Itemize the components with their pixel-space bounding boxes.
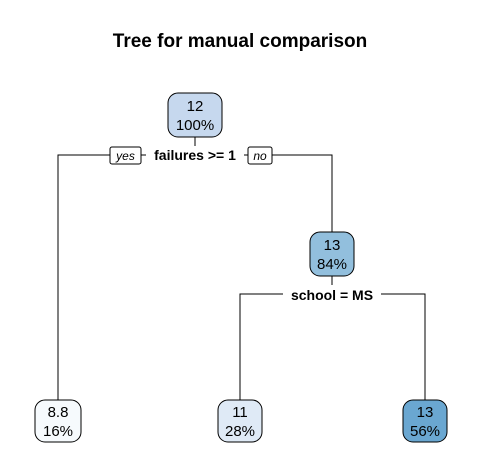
node-root-percent: 100% [176, 117, 214, 134]
leaf-left: 8.8 16% [34, 399, 82, 443]
split-label-right: school = MS [291, 287, 373, 303]
leaf-middle: 11 28% [217, 399, 263, 443]
edge-right-to-middle-leaf [239, 293, 332, 400]
node-root-box [167, 92, 223, 138]
edge-root-to-left-leaf [57, 154, 195, 400]
node-right-percent: 84% [317, 256, 347, 273]
node-right-box [309, 231, 355, 277]
branch-no-box [247, 146, 273, 165]
node-right-value: 13 [324, 237, 341, 254]
leaf-middle-box [217, 399, 263, 443]
diagram-title: Tree for manual comparison [113, 31, 367, 52]
node-root-value: 12 [187, 98, 204, 115]
leaf-middle-percent: 28% [225, 423, 255, 440]
edge-root-to-right-node [195, 154, 333, 232]
node-root: 12 100% [167, 92, 223, 138]
leaf-middle-value: 11 [232, 404, 248, 421]
edge-right-to-right-leaf [332, 293, 426, 400]
leaf-left-box [34, 399, 82, 443]
leaf-left-percent: 16% [43, 423, 73, 440]
split-label-bg-root [146, 146, 244, 164]
leaf-right-value: 13 [417, 404, 434, 421]
branch-no-label: no [253, 149, 267, 163]
node-right: 13 84% [309, 231, 355, 277]
leaf-right-box [402, 399, 448, 443]
leaf-right-percent: 56% [410, 423, 440, 440]
split-label-bg-right [283, 285, 381, 303]
leaf-right: 13 56% [402, 399, 448, 443]
branch-yes-label: yes [115, 149, 135, 163]
split-label-root: failures >= 1 [154, 147, 236, 163]
leaf-left-value: 8.8 [48, 404, 69, 421]
branch-yes-box [109, 146, 142, 165]
